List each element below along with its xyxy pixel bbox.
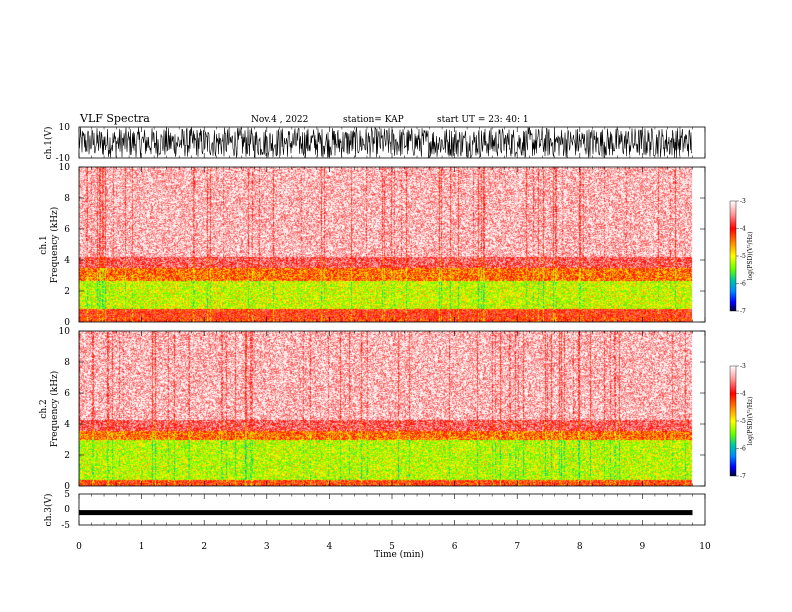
ch2-spectrogram-panel: 0 2 4 6 8 10 ch.2 Frequency (kHz) — [39, 327, 706, 492]
start-ut-label: start UT = 23: 40: 1 — [437, 115, 529, 125]
x-tick-label: 1 — [139, 542, 145, 552]
x-tick-label: 2 — [201, 542, 207, 552]
x-tick-label: 7 — [514, 542, 520, 552]
y-tick-label: 0 — [64, 318, 70, 328]
colorbar-tick-label: -4 — [740, 226, 746, 233]
ch1-spectrogram-channel-label: ch.1 — [39, 235, 49, 254]
ch1-colorbar: -3 -4 -5 -6 -7 log(PSD)(V²/Hz) — [729, 198, 754, 315]
ch1-spectrogram-canvas — [79, 167, 705, 322]
x-tick-label: 3 — [264, 542, 270, 552]
colorbar-tick-label: -6 — [740, 281, 746, 288]
x-tick-label: 6 — [452, 542, 458, 552]
ch2-spectrogram-ylabel: Frequency (kHz) — [49, 371, 60, 448]
ch3-waveform-trace — [79, 510, 693, 516]
station-label: station= KAP — [343, 115, 404, 125]
ch3-ytick-bottom: -5 — [61, 521, 70, 531]
ch3-waveform-ylabel: ch.3(V) — [43, 494, 54, 527]
ch2-colorbar: -3 -4 -5 -6 -7 log(PSD)(V²/Hz) — [729, 363, 754, 480]
ch1-colorbar-gradient — [729, 200, 737, 312]
y-tick-label: 2 — [64, 287, 70, 297]
y-tick-label: 6 — [64, 389, 70, 399]
ch3-waveform-bg — [79, 494, 705, 525]
x-tick-label: 5 — [389, 542, 395, 552]
y-tick-label: 4 — [64, 420, 70, 430]
ch3-ytick-mid: 0 — [64, 505, 70, 515]
ch2-colorbar-gradient — [729, 365, 737, 477]
y-tick-label: 4 — [64, 256, 70, 266]
ch2-spectrogram-channel-label: ch.2 — [39, 399, 49, 418]
x-tick-label: 4 — [327, 542, 333, 552]
y-tick-label: 10 — [59, 327, 71, 337]
ch1-waveform-trace — [78, 126, 693, 159]
x-tick-label: 0 — [76, 542, 82, 552]
colorbar-tick-label: -7 — [740, 473, 746, 480]
y-tick-label: 6 — [64, 225, 70, 235]
x-tick-label: 9 — [640, 542, 646, 552]
x-tick-label: 8 — [577, 542, 583, 552]
ch1-colorbar-label: log(PSD)(V²/Hz) — [747, 232, 754, 281]
figure-title: VLF Spectra — [79, 112, 150, 125]
y-tick-label: 2 — [64, 451, 70, 461]
ch3-ytick-top: 5 — [64, 490, 70, 500]
colorbar-tick-label: -6 — [740, 446, 746, 453]
y-tick-label: 0 — [64, 482, 70, 492]
x-axis-label: Time (min) — [374, 549, 424, 560]
colorbar-tick-label: -3 — [740, 198, 746, 205]
y-tick-label: 10 — [59, 163, 71, 173]
x-tick-label: 10 — [699, 542, 711, 552]
ch1-waveform-ylabel: ch.1(V) — [43, 127, 54, 160]
colorbar-tick-label: -3 — [740, 363, 746, 370]
ch2-spectrogram-canvas — [79, 331, 705, 486]
y-tick-label: 8 — [64, 194, 70, 204]
colorbar-tick-label: -4 — [740, 391, 746, 398]
colorbar-tick-label: -5 — [740, 418, 746, 425]
date-label: Nov.4 , 2022 — [251, 115, 308, 125]
ch1-waveform-panel: 10 -10 ch.1(V) — [43, 123, 706, 164]
ch1-spectrogram-ylabel: Frequency (kHz) — [49, 207, 60, 284]
ch3-waveform-panel: 5 0 -5 ch.3(V) — [43, 490, 706, 531]
colorbar-tick-label: -7 — [740, 308, 746, 315]
colorbar-tick-label: -5 — [740, 253, 746, 260]
y-tick-label: 8 — [64, 358, 70, 368]
ch1-ytick-top: 10 — [59, 123, 71, 133]
ch1-spectrogram-panel: 0 2 4 6 8 10 ch.1 Frequency (kHz) — [39, 163, 706, 328]
ch1-ytick-bottom: -10 — [56, 154, 71, 164]
ch2-colorbar-label: log(PSD)(V²/Hz) — [747, 397, 754, 446]
